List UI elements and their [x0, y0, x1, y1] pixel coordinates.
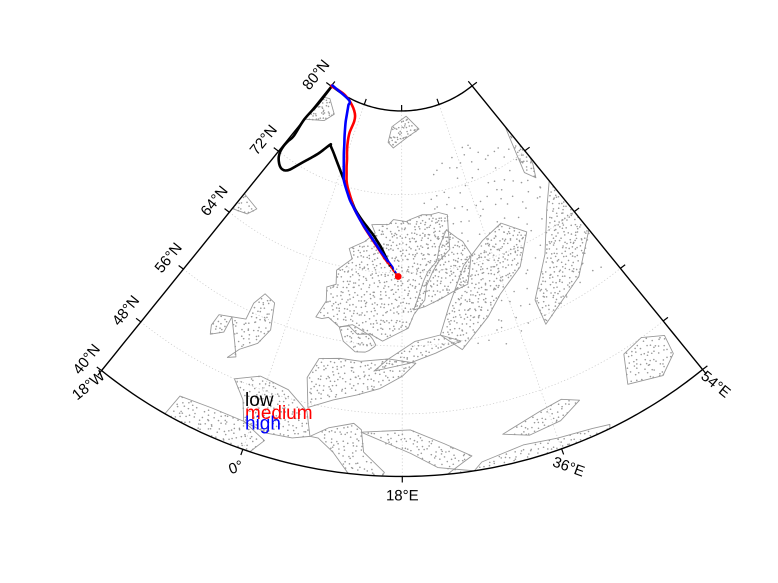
svg-text:0°: 0° — [226, 457, 245, 478]
svg-text:80°N: 80°N — [299, 57, 333, 94]
svg-text:high: high — [245, 414, 281, 435]
svg-text:72°N: 72°N — [247, 122, 281, 159]
svg-text:54°E: 54°E — [697, 368, 733, 402]
svg-text:64°N: 64°N — [197, 183, 231, 220]
svg-text:18°E: 18°E — [386, 487, 419, 504]
svg-text:48°N: 48°N — [109, 292, 143, 329]
svg-text:36°E: 36°E — [550, 454, 587, 481]
svg-text:56°N: 56°N — [151, 240, 185, 277]
